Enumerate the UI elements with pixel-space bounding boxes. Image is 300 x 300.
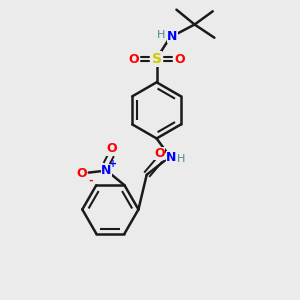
Text: O: O (154, 147, 165, 160)
Text: H: H (177, 154, 186, 164)
Text: N: N (101, 164, 111, 177)
Text: O: O (128, 53, 139, 66)
Text: O: O (76, 167, 87, 180)
Text: O: O (174, 53, 185, 66)
Text: H: H (156, 30, 165, 40)
Text: S: S (152, 52, 162, 66)
Text: -: - (88, 176, 93, 186)
Text: O: O (106, 142, 116, 155)
Text: N: N (166, 151, 177, 164)
Text: N: N (167, 30, 178, 43)
Text: +: + (110, 159, 118, 169)
